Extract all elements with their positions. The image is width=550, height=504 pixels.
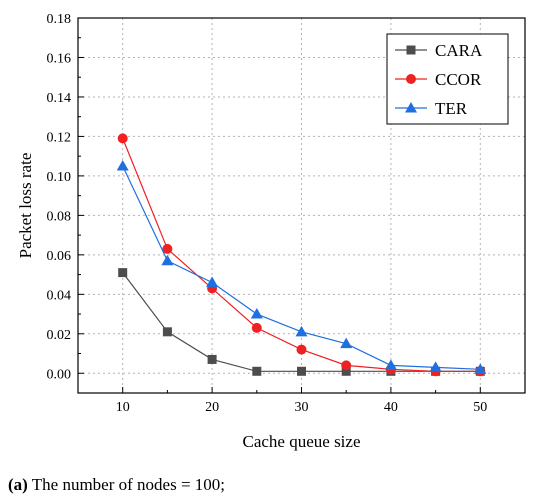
series-layer [116, 133, 487, 377]
legend-label: CCOR [435, 70, 482, 89]
x-tick-label: 30 [295, 400, 309, 415]
data-point [297, 366, 306, 376]
data-point [384, 359, 397, 370]
caption-label: (a) [8, 475, 28, 494]
legend-marker [405, 102, 417, 113]
y-tick-label: 0.02 [47, 328, 72, 343]
legend-marker [406, 45, 416, 55]
legend-label: TER [435, 99, 468, 118]
data-point [252, 366, 262, 376]
y-tick-label: 0.10 [47, 170, 72, 185]
x-axis-title: Cache queue size [243, 432, 361, 451]
x-tick-label: 20 [205, 400, 219, 415]
data-point [296, 344, 307, 355]
y-tick-label: 0.12 [47, 130, 72, 145]
y-tick-label: 0.18 [47, 12, 72, 27]
y-tick-label: 0.16 [47, 51, 72, 66]
data-point [250, 308, 263, 319]
series-line [122, 272, 481, 372]
line-chart: 10 20 30 40 50 0.00 0.02 0.04 0.06 0.08 0.10 0.12 0.… [16, 12, 526, 451]
y-tick-label: 0.08 [47, 209, 72, 224]
y-axis-title: Packet loss rate [16, 153, 35, 259]
data-point [118, 268, 128, 278]
x-tick-label: 40 [384, 400, 398, 415]
legend-marker [406, 74, 416, 84]
x-tick-label: 10 [116, 400, 130, 415]
data-point [162, 327, 172, 337]
data-point [162, 243, 173, 254]
y-tick-label: 0.06 [47, 249, 72, 264]
data-point [474, 363, 487, 374]
data-point [116, 160, 129, 171]
data-point [429, 361, 442, 372]
caption-text: The number of nodes = 100; [27, 475, 226, 494]
data-point [341, 366, 351, 376]
legend-label: CARA [435, 41, 483, 60]
y-tick-label: 0.04 [47, 288, 72, 303]
y-tick-label: 0.00 [47, 367, 72, 382]
data-point [117, 133, 128, 144]
data-point [207, 354, 217, 364]
data-point [251, 322, 262, 333]
data-point [341, 360, 352, 371]
legend: CARA CCOR TER [386, 33, 509, 125]
figure-caption: (a) The number of nodes = 100; [8, 475, 225, 495]
data-point [295, 325, 308, 337]
data-point [161, 254, 174, 266]
axes: 10 20 30 40 50 0.00 0.02 0.04 0.06 0.08 0.10 0.12 0.… [47, 12, 526, 415]
series-ter [116, 160, 487, 374]
data-point [206, 276, 219, 287]
x-tick-label: 50 [473, 400, 487, 415]
data-point [340, 337, 353, 349]
y-tick-label: 0.14 [47, 91, 72, 106]
